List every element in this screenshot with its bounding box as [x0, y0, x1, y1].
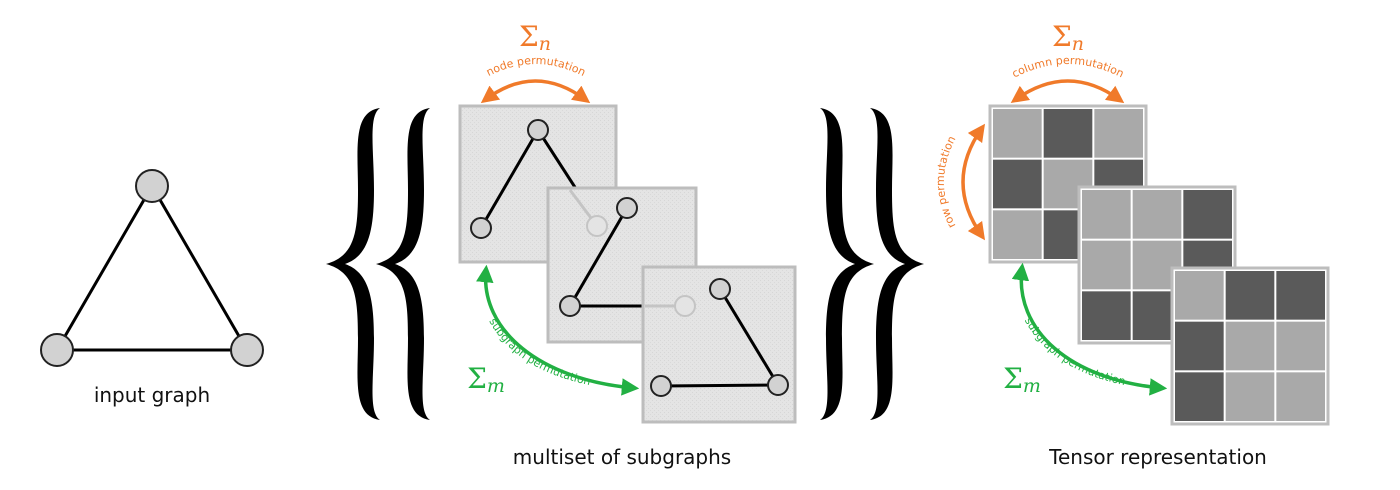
input-edge	[55, 185, 154, 351]
node-permutation-label: node permutation	[484, 54, 588, 79]
subgraph-node-faded	[586, 215, 608, 237]
matrix-cell-light	[1082, 190, 1131, 239]
subgraph-node	[650, 375, 672, 397]
column-permutation-arrow: column permutation Σn	[1010, 20, 1126, 104]
matrix-cell-dark	[1082, 291, 1131, 340]
input-graph: input graph	[40, 169, 264, 407]
matrix-cell-dark	[1183, 190, 1232, 239]
matrix-cell-light	[1225, 321, 1275, 371]
multiset-caption: multiset of subgraphs	[513, 445, 731, 469]
row-permutation-label: row permutation	[934, 134, 959, 231]
matrix-cell-light	[1276, 372, 1325, 421]
subgraph-node	[616, 197, 638, 219]
sigma-n-label-right: Σn	[1052, 20, 1084, 55]
matrix-cell-light	[993, 109, 1042, 158]
input-graph-caption: input graph	[94, 383, 210, 407]
input-node	[135, 169, 169, 203]
left-double-brace	[326, 108, 430, 420]
sigma-m-label-left: Σm	[467, 362, 505, 397]
matrix-cell-light	[993, 210, 1042, 259]
matrix-cell-light	[1276, 321, 1325, 371]
input-node	[40, 333, 74, 367]
tensor-caption: Tensor representation	[1048, 445, 1267, 469]
sigma-n-label-left: Σn	[519, 20, 551, 55]
matrix-cell-light	[1175, 271, 1224, 320]
subgraph-node	[709, 278, 731, 300]
input-node	[230, 333, 264, 367]
sigma-m-label-right: Σm	[1003, 362, 1041, 397]
row-permutation-arrow: row permutation	[934, 123, 986, 241]
subgraph-node	[527, 119, 549, 141]
input-edge	[150, 185, 249, 351]
matrix-cell-dark	[1175, 372, 1224, 421]
subgraph-node-faded	[674, 295, 696, 317]
matrix-cell-dark	[1276, 271, 1325, 320]
matrix-cell-dark	[1175, 321, 1224, 371]
subgraph-node	[470, 217, 492, 239]
matrix-cell-dark	[993, 159, 1042, 209]
matrix-cell-light	[1132, 190, 1182, 239]
subgraph-panel-3	[641, 265, 797, 424]
matrix-cell-light	[1094, 109, 1143, 158]
matrix-cell-dark	[1225, 271, 1275, 320]
column-permutation-label: column permutation	[1010, 54, 1126, 80]
matrix-cell-dark	[1043, 109, 1093, 158]
matrix-cell-light	[1082, 240, 1131, 290]
node-permutation-arrow: node permutation Σn	[480, 20, 591, 104]
matrix-cell-light	[1225, 372, 1275, 421]
tensor-matrix-3	[1170, 266, 1330, 426]
subgraph-node	[559, 295, 581, 317]
subgraph-node	[767, 374, 789, 396]
right-double-brace	[820, 108, 924, 420]
